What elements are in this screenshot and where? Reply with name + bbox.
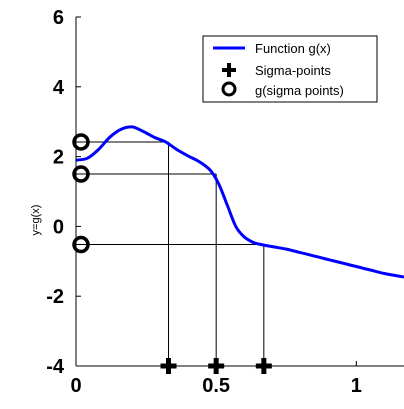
g-sigma-point-marker	[72, 133, 90, 151]
x-tick-label: 1	[351, 375, 362, 397]
sigma-point-marker	[208, 358, 225, 374]
y-tick-label: -2	[46, 286, 64, 308]
markers	[72, 133, 272, 374]
y-axis-label: y=g(x)	[30, 205, 42, 236]
axes: -4 -2 0 2 4 6 0 0.5 1	[46, 7, 404, 397]
legend-cross-swatch	[222, 63, 236, 77]
y-tick-label: 6	[53, 7, 64, 29]
g-sigma-point-marker	[72, 235, 90, 254]
g-sigma-point-marker	[72, 165, 90, 183]
y-tick-label: 4	[53, 77, 65, 99]
function-curve	[75, 125, 404, 279]
legend: Function g(x) Sigma-points g(sigma point…	[202, 35, 378, 103]
sigma-point-marker	[255, 358, 272, 374]
y-tick-label: 0	[53, 216, 64, 238]
x-tick-label: 0	[70, 375, 81, 397]
x-tick-label: 0.5	[202, 375, 230, 397]
guide-lines	[76, 141, 265, 366]
legend-circle-swatch	[221, 81, 237, 97]
legend-label-g-sigma-points: g(sigma points)	[255, 83, 344, 98]
legend-label-sigma-points: Sigma-points	[255, 63, 331, 78]
y-tick-label: 2	[53, 147, 64, 169]
legend-label-function: Function g(x)	[255, 41, 331, 56]
y-tick-label: -4	[46, 356, 65, 378]
sigma-point-marker	[160, 358, 177, 374]
